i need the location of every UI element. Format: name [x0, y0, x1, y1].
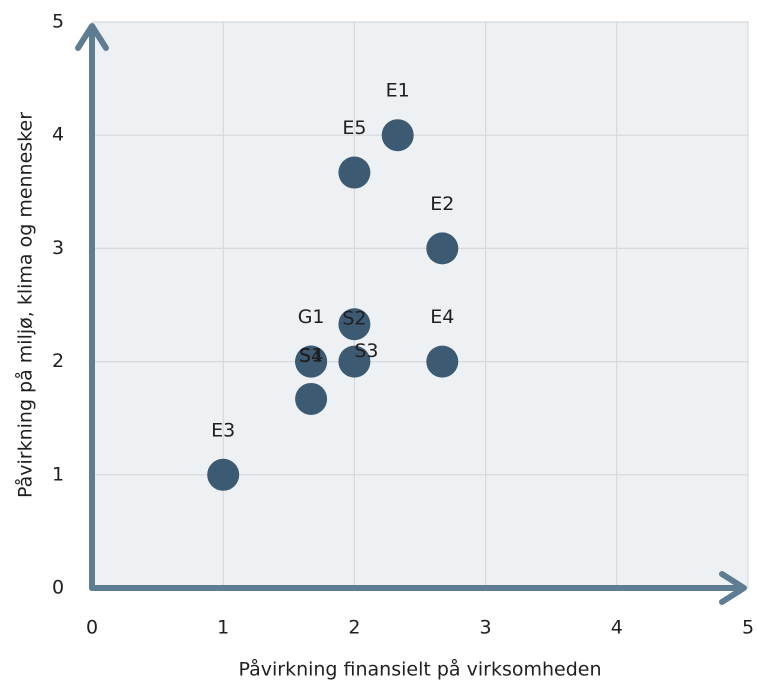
x-tick-label: 3 — [480, 617, 492, 639]
point-label: G1 — [298, 306, 325, 328]
point-label: E2 — [430, 193, 454, 215]
y-tick-label: 1 — [52, 463, 64, 485]
y-axis — [75, 23, 109, 591]
point-label: E5 — [342, 117, 366, 139]
point-label: E1 — [386, 80, 410, 102]
x-tick-label: 0 — [86, 617, 98, 639]
x-tick-label: 4 — [611, 617, 623, 639]
point-label: S4 — [299, 345, 323, 367]
x-tick-label: 1 — [217, 617, 229, 639]
y-tick-label: 3 — [52, 237, 64, 259]
y-tick-label: 5 — [52, 11, 64, 33]
point — [381, 119, 414, 152]
point — [295, 345, 328, 378]
point — [338, 345, 371, 378]
y-tick-label: 0 — [52, 577, 64, 599]
x-axis-label: Påvirkning finansielt på virksomheden — [238, 658, 601, 681]
point-label: S2 — [342, 308, 366, 330]
point — [426, 232, 459, 265]
point — [295, 382, 328, 415]
x-tick-label: 5 — [742, 617, 754, 639]
y-tick-label: 4 — [52, 124, 64, 146]
point — [338, 308, 371, 341]
marks — [207, 119, 459, 491]
point — [207, 458, 240, 491]
y-axis-label: Påvirkning på miljø, klima og mennesker — [14, 112, 37, 498]
x-axis — [89, 571, 747, 605]
point-label: E3 — [211, 419, 235, 441]
plot-area — [92, 22, 748, 588]
point-label: S1 — [299, 344, 323, 366]
point — [338, 156, 371, 189]
point — [426, 345, 459, 378]
x-tick-label: 2 — [348, 617, 360, 639]
point-label: S3 — [354, 340, 378, 362]
y-tick-label: 2 — [52, 350, 64, 372]
point-label: E4 — [430, 306, 454, 328]
